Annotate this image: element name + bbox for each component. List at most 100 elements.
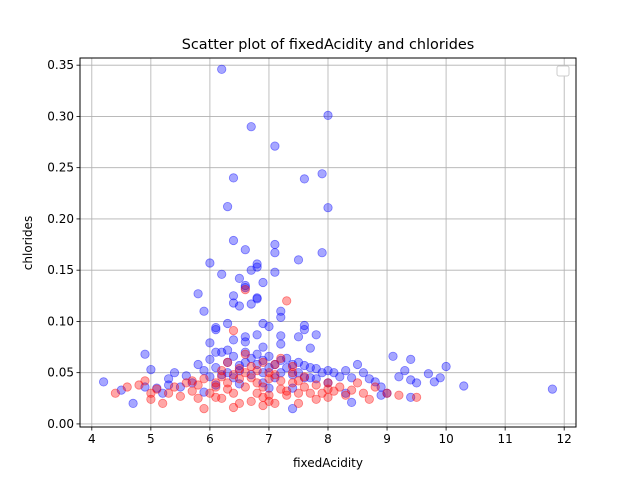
- y-tick-label: 0.15: [47, 263, 74, 277]
- scatter-point-series-1: [311, 363, 321, 374]
- scatter-point-series-1: [364, 374, 374, 384]
- scatter-point-series-1: [299, 320, 309, 331]
- scatter-point-series-1: [376, 382, 386, 392]
- scatter-point-series-2: [364, 394, 374, 404]
- scatter-point-series-1: [435, 373, 445, 383]
- scatter-point-series-1: [128, 398, 138, 408]
- scatter-point-series-1: [299, 324, 309, 335]
- scatter-point-series-1: [287, 359, 298, 370]
- scatter-point-series-2: [323, 392, 333, 402]
- scatter-point-series-1: [376, 390, 386, 400]
- scatter-point-series-1: [164, 374, 174, 384]
- scatter-point-series-1: [276, 368, 286, 378]
- scatter-point-series-1: [240, 357, 250, 367]
- scatter-point-series-1: [299, 373, 309, 383]
- scatter-point-series-1: [459, 381, 469, 391]
- scatter-point-series-2: [252, 378, 262, 388]
- scatter-point-series-2: [228, 402, 239, 413]
- scatter-point-series-1: [382, 388, 392, 398]
- scatter-point-series-1: [228, 298, 239, 308]
- scatter-point-series-2: [228, 325, 239, 336]
- scatter-point-series-1: [211, 347, 221, 357]
- scatter-point-series-1: [234, 365, 244, 376]
- scatter-point-series-1: [240, 282, 250, 293]
- scatter-point-series-1: [323, 365, 333, 376]
- scatter-point-series-2: [311, 394, 321, 404]
- scatter-point-series-2: [299, 382, 309, 392]
- scatter-point-series-2: [323, 378, 333, 388]
- scatter-point-series-1: [217, 347, 227, 357]
- scatter-point-series-1: [146, 364, 156, 375]
- scatter-point-series-2: [293, 398, 304, 408]
- scatter-point-series-1: [400, 365, 410, 376]
- scatter-point-series-1: [223, 318, 233, 329]
- scatter-point-series-2: [140, 376, 150, 386]
- scatter-point-series-1: [299, 174, 309, 184]
- scatter-point-series-2: [217, 393, 227, 403]
- scatter-point-series-2: [217, 365, 227, 376]
- scatter-point-series-2: [282, 390, 292, 400]
- grid-layer: [80, 58, 576, 427]
- scatter-point-series-2: [240, 349, 250, 359]
- scatter-point-series-2: [240, 382, 250, 392]
- scatter-point-series-1: [441, 361, 451, 372]
- scatter-point-series-1: [169, 368, 180, 378]
- scatter-point-series-1: [406, 392, 416, 402]
- x-tick-label: 12: [557, 432, 572, 446]
- scatter-point-series-1: [217, 64, 227, 74]
- scatter-point-series-1: [423, 369, 433, 379]
- scatter-point-series-1: [234, 379, 244, 389]
- scatter-point-series-2: [282, 296, 292, 306]
- scatter-point-series-2: [258, 382, 268, 392]
- scatter-point-series-2: [234, 398, 244, 408]
- scatter-point-series-1: [293, 332, 304, 342]
- scatter-point-series-1: [246, 265, 256, 275]
- scatter-point-series-2: [276, 376, 286, 386]
- scatter-point-series-2: [264, 390, 274, 400]
- scatter-point-series-1: [252, 259, 262, 269]
- scatter-point-series-1: [234, 273, 244, 283]
- scatter-point-series-1: [352, 359, 363, 370]
- scatter-point-series-1: [158, 388, 168, 398]
- scatter-point-series-2: [122, 382, 132, 392]
- scatter-point-series-1: [370, 377, 380, 387]
- scatter-point-series-2: [258, 357, 268, 367]
- scatter-point-series-1: [317, 169, 327, 179]
- scatter-point-series-1: [228, 235, 239, 246]
- scatter-point-series-1: [199, 365, 209, 376]
- scatter-point-series-2: [193, 380, 203, 390]
- scatter-point-series-1: [211, 324, 221, 335]
- scatter-point-series-2: [270, 359, 280, 370]
- x-tick-label: 10: [438, 432, 453, 446]
- scatter-point-series-1: [252, 294, 262, 304]
- y-tick-label: 0.00: [47, 417, 74, 431]
- scatter-point-series-1: [199, 306, 209, 316]
- scatter-point-series-2: [270, 370, 280, 380]
- scatter-point-series-1: [276, 331, 286, 341]
- scatter-point-series-1: [311, 330, 321, 340]
- scatter-point-series-1: [228, 173, 239, 183]
- scatter-point-series-1: [335, 372, 345, 382]
- scatter-point-series-2: [169, 382, 180, 392]
- y-tick-label: 0.25: [47, 161, 74, 175]
- scatter-point-series-1: [252, 293, 262, 303]
- scatter-point-series-1: [264, 351, 274, 361]
- scatter-point-series-2: [234, 374, 244, 384]
- scatter-point-series-1: [276, 306, 286, 316]
- scatter-point-series-2: [211, 392, 221, 402]
- chart-title: Scatter plot of fixedAcidity and chlorid…: [182, 37, 474, 53]
- scatter-point-series-1: [323, 110, 333, 121]
- scatter-point-series-2: [382, 388, 392, 398]
- scatter-point-series-2: [134, 380, 144, 390]
- scatter-point-series-1: [223, 368, 233, 378]
- scatter-point-series-1: [246, 122, 256, 132]
- scatter-point-series-1: [223, 357, 233, 367]
- scatter-point-series-2: [152, 384, 162, 394]
- scatter-point-series-1: [228, 351, 239, 361]
- scatter-point-series-2: [352, 378, 363, 388]
- scatter-point-series-2: [211, 382, 221, 392]
- scatter-point-series-2: [358, 388, 368, 398]
- scatter-point-series-2: [258, 392, 268, 402]
- scatter-point-series-1: [406, 375, 416, 385]
